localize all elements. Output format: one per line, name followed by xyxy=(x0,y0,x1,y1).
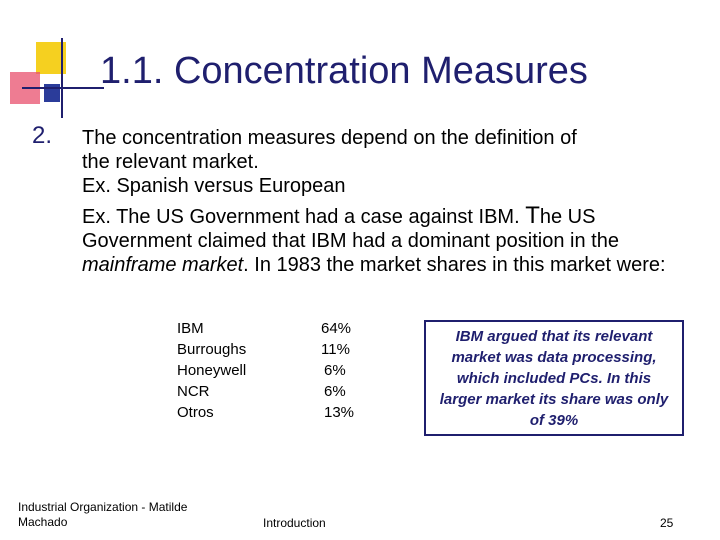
table-row: IBM 64% xyxy=(177,318,354,339)
company-name: NCR xyxy=(177,383,210,400)
company-name: IBM xyxy=(177,320,204,337)
paragraph-line: the relevant market. xyxy=(82,151,259,173)
market-share-value: 6% xyxy=(324,383,346,400)
table-row: Honeywell 6% xyxy=(177,360,354,381)
market-share-value: 64% xyxy=(321,320,352,337)
market-share-value: 13% xyxy=(324,404,355,421)
company-name: Burroughs xyxy=(177,341,247,358)
company-name: Otros xyxy=(177,404,214,421)
bullet-number: 2. xyxy=(32,122,53,149)
slide-title: 1.1. Concentration Measures xyxy=(100,50,588,92)
table-row: Otros 13% xyxy=(177,402,354,423)
text-run: . In 1983 the market shares in this mark… xyxy=(243,254,666,276)
callout-box: IBM argued that its relevant market was … xyxy=(424,320,684,436)
market-share-value: 11% xyxy=(321,341,350,358)
company-name: Honeywell xyxy=(177,362,247,379)
text-run: T xyxy=(525,202,540,229)
text-run-italic: mainframe market xyxy=(82,254,244,276)
market-share-table: IBM 64% Burroughs 11% Honeywell 6% NCR 6… xyxy=(177,318,354,423)
logo-blue-square xyxy=(44,84,60,102)
footer-author: Industrial Organization - Matilde Machad… xyxy=(18,500,188,529)
page-number: 25 xyxy=(660,516,674,530)
slide-body: The concentration measures depend on the… xyxy=(82,126,702,277)
callout-text: IBM argued that its relevant market was … xyxy=(439,327,669,429)
paragraph-line: The concentration measures depend on the… xyxy=(82,127,577,149)
table-row: NCR 6% xyxy=(177,381,354,402)
market-share-value: 6% xyxy=(324,362,346,379)
ibm-case-paragraph: Ex. The US Government had a case against… xyxy=(82,204,702,277)
footer-section: Introduction xyxy=(263,516,326,530)
text-run: Ex. The US Government had a case against… xyxy=(82,206,526,228)
decorative-logo xyxy=(10,38,104,118)
table-row: Burroughs 11% xyxy=(177,339,354,360)
paragraph-line: Ex. Spanish versus European xyxy=(82,175,346,197)
text-run: he US Government claimed that IBM had a … xyxy=(82,206,619,252)
